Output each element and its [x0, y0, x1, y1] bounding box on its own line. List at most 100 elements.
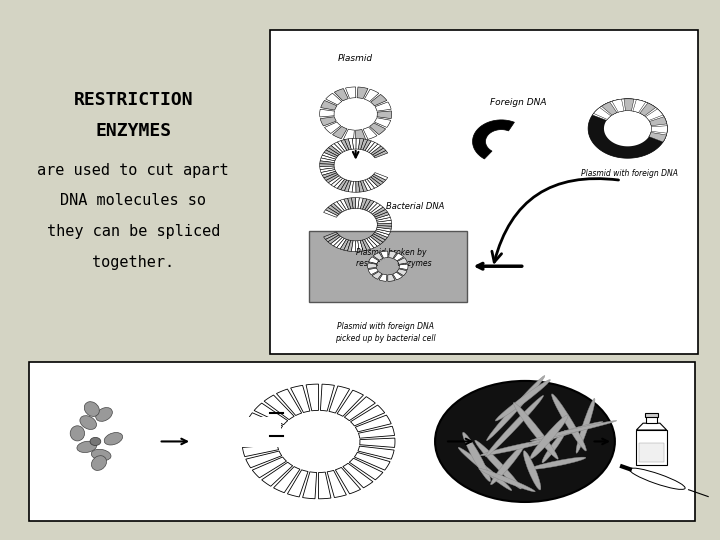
Bar — [646, 416, 657, 423]
Ellipse shape — [529, 422, 603, 444]
Polygon shape — [291, 386, 310, 413]
Polygon shape — [252, 457, 287, 478]
Text: Plasmid with foreign DNA
picked up by bacterial cell: Plasmid with foreign DNA picked up by ba… — [336, 322, 436, 343]
Polygon shape — [325, 93, 342, 105]
Polygon shape — [341, 180, 349, 191]
Polygon shape — [323, 152, 337, 159]
Polygon shape — [327, 470, 346, 497]
Polygon shape — [337, 239, 346, 249]
Text: DNA molecules so: DNA molecules so — [60, 193, 206, 208]
Polygon shape — [328, 205, 341, 214]
Polygon shape — [274, 467, 300, 492]
Polygon shape — [356, 181, 360, 192]
Polygon shape — [365, 141, 374, 151]
Polygon shape — [372, 148, 386, 157]
Polygon shape — [320, 117, 336, 126]
Ellipse shape — [530, 421, 617, 441]
Ellipse shape — [458, 447, 512, 490]
Polygon shape — [375, 102, 391, 111]
Text: are used to cut apart: are used to cut apart — [37, 163, 229, 178]
Polygon shape — [337, 140, 347, 151]
Polygon shape — [330, 204, 343, 213]
Polygon shape — [325, 207, 339, 216]
Polygon shape — [328, 146, 341, 154]
Polygon shape — [323, 232, 338, 239]
Polygon shape — [388, 274, 395, 281]
Polygon shape — [321, 170, 336, 176]
Polygon shape — [364, 239, 374, 249]
Polygon shape — [376, 214, 390, 220]
Polygon shape — [243, 424, 279, 437]
Ellipse shape — [480, 439, 553, 456]
Polygon shape — [333, 201, 344, 212]
Polygon shape — [358, 198, 363, 209]
Polygon shape — [344, 397, 375, 421]
Text: together.: together. — [92, 255, 174, 270]
Ellipse shape — [523, 451, 541, 490]
Polygon shape — [264, 395, 294, 420]
FancyArrowPatch shape — [492, 179, 618, 262]
Polygon shape — [369, 237, 380, 246]
Bar — [270, 30, 698, 354]
Polygon shape — [325, 233, 339, 242]
Polygon shape — [601, 102, 617, 115]
Ellipse shape — [513, 403, 558, 459]
Polygon shape — [235, 416, 281, 447]
Polygon shape — [381, 251, 388, 258]
Text: Foreign DNA: Foreign DNA — [490, 98, 546, 107]
Polygon shape — [374, 232, 387, 240]
Polygon shape — [369, 144, 381, 154]
Ellipse shape — [474, 440, 521, 489]
Ellipse shape — [435, 381, 615, 502]
Polygon shape — [343, 240, 351, 251]
Polygon shape — [371, 146, 384, 155]
Polygon shape — [364, 200, 374, 211]
Polygon shape — [640, 103, 656, 116]
Polygon shape — [377, 218, 391, 222]
Polygon shape — [326, 147, 339, 156]
Polygon shape — [366, 201, 377, 212]
Polygon shape — [261, 462, 292, 486]
Polygon shape — [368, 263, 377, 268]
Polygon shape — [333, 238, 344, 248]
Polygon shape — [362, 239, 371, 251]
Polygon shape — [373, 253, 383, 260]
Polygon shape — [362, 199, 371, 210]
Text: RESTRICTION: RESTRICTION — [73, 91, 193, 109]
Polygon shape — [377, 226, 392, 229]
Polygon shape — [374, 118, 391, 127]
Ellipse shape — [77, 441, 96, 453]
Polygon shape — [334, 89, 348, 101]
Polygon shape — [306, 384, 318, 411]
Polygon shape — [337, 179, 347, 190]
Polygon shape — [649, 132, 667, 142]
Polygon shape — [363, 180, 372, 191]
Polygon shape — [329, 386, 350, 413]
Polygon shape — [361, 180, 368, 192]
Polygon shape — [331, 144, 343, 153]
Polygon shape — [376, 229, 390, 235]
Polygon shape — [254, 403, 288, 424]
Text: they can be spliced: they can be spliced — [47, 224, 220, 239]
Polygon shape — [360, 198, 367, 209]
Ellipse shape — [91, 456, 107, 470]
Polygon shape — [348, 198, 353, 209]
Polygon shape — [367, 142, 378, 152]
Polygon shape — [365, 179, 374, 190]
Polygon shape — [397, 269, 407, 275]
Polygon shape — [397, 258, 408, 264]
Circle shape — [378, 259, 398, 274]
Polygon shape — [352, 181, 356, 192]
Polygon shape — [334, 178, 345, 188]
Polygon shape — [337, 390, 364, 416]
Polygon shape — [646, 109, 663, 120]
Polygon shape — [340, 199, 348, 210]
Polygon shape — [369, 123, 386, 134]
Bar — [639, 443, 665, 462]
Polygon shape — [323, 210, 338, 217]
Polygon shape — [320, 168, 335, 172]
Ellipse shape — [495, 380, 550, 421]
Polygon shape — [358, 446, 394, 459]
Polygon shape — [334, 142, 345, 152]
Polygon shape — [377, 111, 392, 119]
